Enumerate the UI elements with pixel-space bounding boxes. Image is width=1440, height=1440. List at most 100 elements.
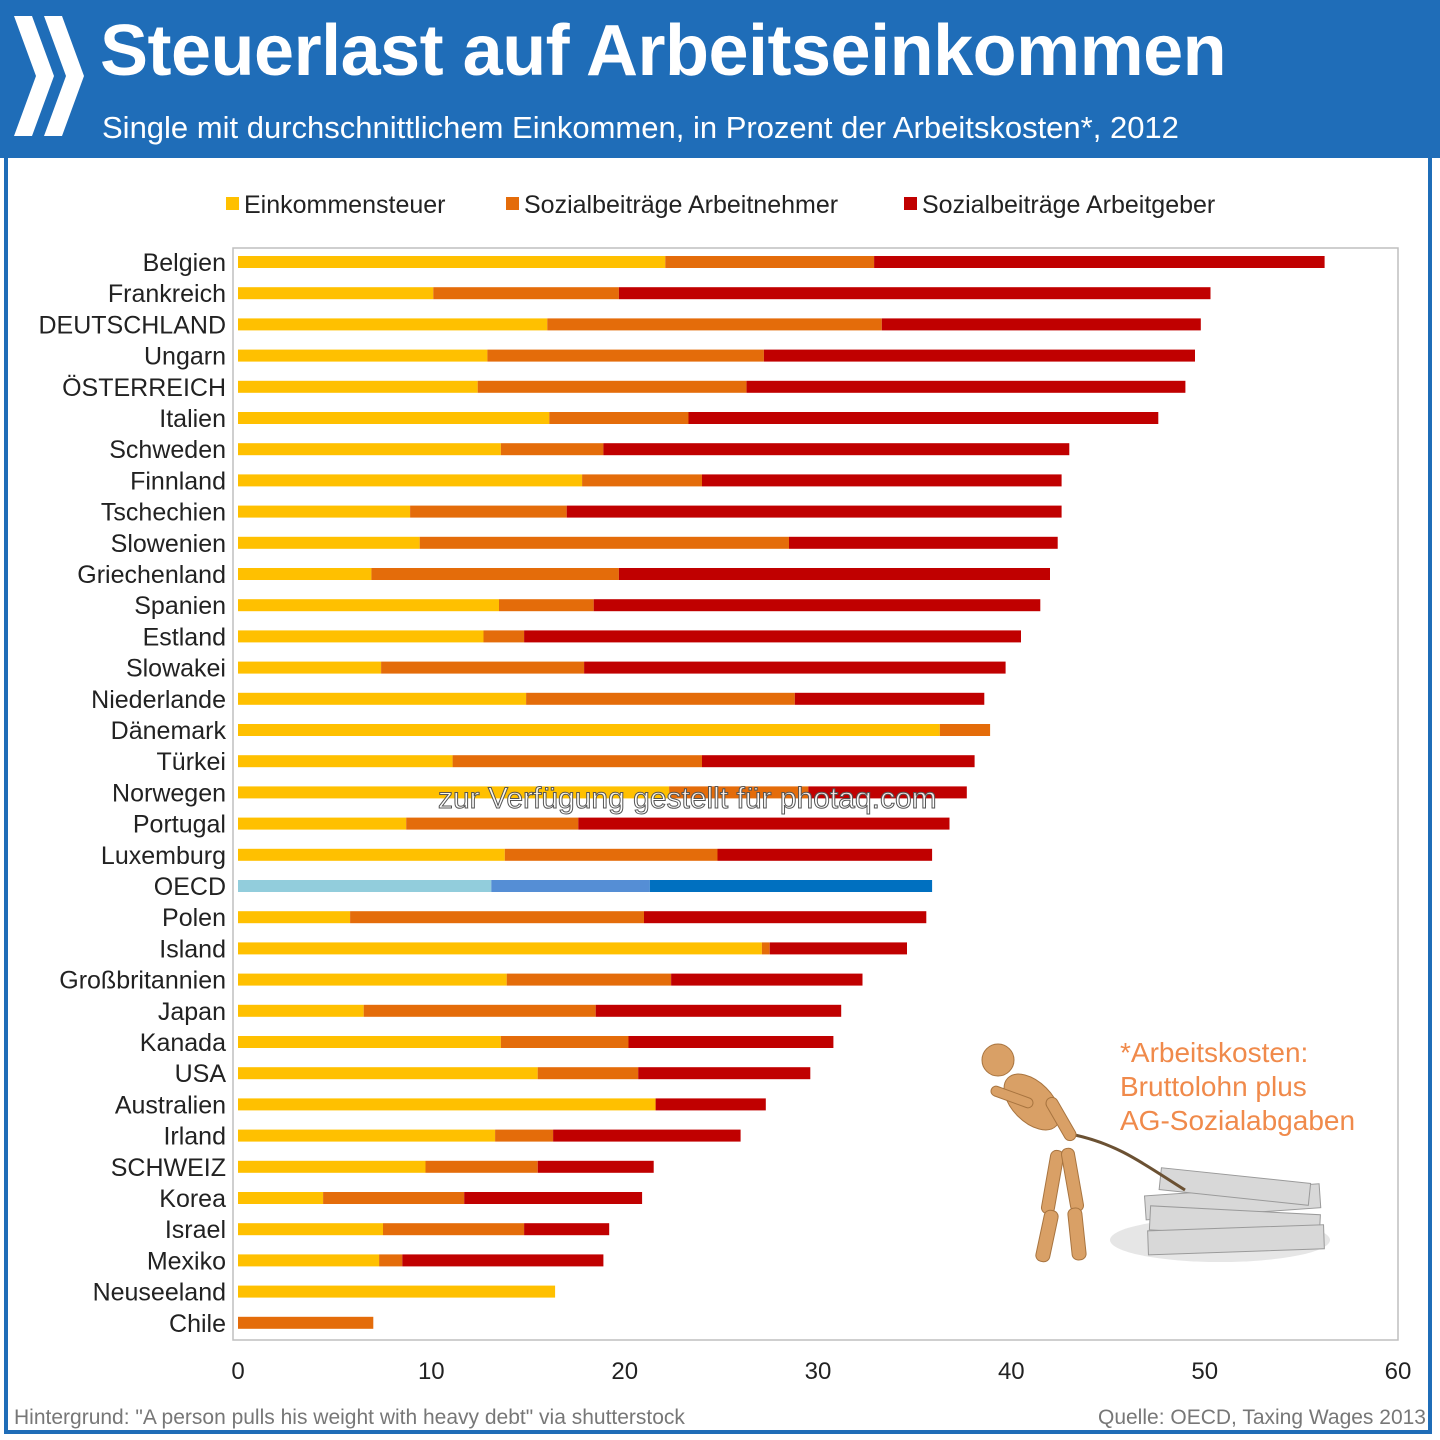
category-label-frankreich: Frankreich: [108, 280, 226, 308]
category-label-slowakei: Slowakei: [126, 655, 226, 683]
bar-frankreich-sozialbeitrage-arbeitnehmer: [433, 287, 619, 300]
bar-japan-sozialbeitrage-arbeitnehmer: [363, 1004, 596, 1017]
legend-label-einkommensteuer: Einkommensteuer: [244, 191, 445, 219]
category-label-finnland: Finnland: [130, 467, 226, 495]
x-tick-50: 50: [1191, 1358, 1218, 1385]
bar-slowenien-sozialbeitrage-arbeitgeber: [789, 536, 1058, 549]
bar-usa-sozialbeitrage-arbeitnehmer: [537, 1067, 639, 1080]
category-label-schweiz: SCHWEIZ: [111, 1154, 226, 1182]
bar-oecd-sozialbeitrage-arbeitnehmer: [491, 880, 650, 892]
bar-ungarn-sozialbeitrage-arbeitgeber: [763, 349, 1195, 362]
bar-australien-einkommensteuer: [238, 1098, 656, 1111]
x-tick-30: 30: [805, 1358, 832, 1385]
bar-japan-einkommensteuer: [238, 1004, 364, 1017]
bar-schweiz-einkommensteuer: [238, 1160, 426, 1173]
bar-slowakei-sozialbeitrage-arbeitgeber: [584, 661, 1006, 674]
bar-slowakei-einkommensteuer: [238, 661, 382, 674]
chart-legend: Einkommensteuer Sozialbeiträge Arbeitnehm…: [226, 191, 1215, 219]
bar-estland-sozialbeitrage-arbeitnehmer: [483, 630, 525, 643]
bar-schweiz-sozialbeitrage-arbeitnehmer: [425, 1160, 538, 1173]
category-label-spanien: Spanien: [134, 592, 226, 620]
bar-island-sozialbeitrage-arbeitgeber: [769, 942, 907, 955]
wooden-mannequin-pulling-papers-icon: [981, 1043, 1330, 1263]
bar-italien-sozialbeitrage-arbeitnehmer: [549, 412, 689, 424]
bar-israel-sozialbeitrage-arbeitnehmer: [383, 1223, 525, 1236]
bar-niederlande-einkommensteuer: [238, 692, 527, 705]
bar-grossbritannien-sozialbeitrage-arbeitnehmer: [506, 973, 671, 986]
bar-ungarn-einkommensteuer: [238, 349, 488, 362]
bar-chile-sozialbeitrage-arbeitnehmer: [238, 1316, 374, 1329]
category-label-irland: Irland: [163, 1123, 226, 1151]
category-label-griechenland: Griechenland: [77, 561, 226, 589]
bar-griechenland-sozialbeitrage-arbeitnehmer: [371, 568, 619, 580]
x-tick-10: 10: [418, 1358, 445, 1385]
bar-mexiko-sozialbeitrage-arbeitgeber: [402, 1254, 604, 1267]
bar-estland-einkommensteuer: [238, 630, 484, 643]
x-tick-40: 40: [998, 1358, 1025, 1385]
category-label-tschechien: Tschechien: [101, 499, 226, 527]
bar-tschechien-einkommensteuer: [238, 505, 411, 518]
bar-deutschland-sozialbeitrage-arbeitnehmer: [547, 318, 882, 331]
bar-norwegen-sozialbeitrage-arbeitgeber: [808, 786, 967, 799]
page-title: Steuerlast auf Arbeitseinkommen: [100, 11, 1227, 91]
legend-label-sozialbeitrage-arbeitgeber: Sozialbeiträge Arbeitgeber: [922, 191, 1215, 219]
bar-frankreich-einkommensteuer: [238, 287, 434, 300]
bar-mexiko-einkommensteuer: [238, 1254, 380, 1267]
bar-deutschland-einkommensteuer: [238, 318, 548, 331]
footnote-line-2: Bruttolohn plus: [1120, 1071, 1307, 1102]
bar-luxemburg-sozialbeitrage-arbeitnehmer: [504, 848, 718, 861]
bar-israel-sozialbeitrage-arbeitgeber: [524, 1223, 610, 1236]
bar-frankreich-sozialbeitrage-arbeitgeber: [618, 287, 1211, 300]
legend-swatch-sozialbeitrage-arbeitgeber: [904, 197, 917, 210]
bar-spanien-einkommensteuer: [238, 599, 499, 612]
bar-belgien-einkommensteuer: [238, 256, 666, 268]
legend-swatch-sozialbeitrage-arbeitnehmer: [506, 197, 519, 210]
category-label-grossbritannien: Großbritannien: [59, 967, 226, 995]
bar-schweden-einkommensteuer: [238, 443, 501, 456]
bar-korea-sozialbeitrage-arbeitnehmer: [323, 1192, 465, 1204]
bar-niederlande-sozialbeitrage-arbeitnehmer: [526, 692, 795, 705]
bar-portugal-sozialbeitrage-arbeitgeber: [578, 817, 950, 830]
bars-group: [238, 256, 1325, 1329]
bar-island-sozialbeitrage-arbeitnehmer: [761, 942, 770, 955]
category-label-polen: Polen: [162, 904, 226, 932]
category-label-israel: Israel: [165, 1216, 226, 1244]
legend-label-sozialbeitrage-arbeitnehmer: Sozialbeiträge Arbeitnehmer: [524, 191, 838, 219]
header-banner: Steuerlast auf Arbeitseinkommen Single m…: [0, 0, 1440, 158]
bar-finnland-sozialbeitrage-arbeitnehmer: [582, 474, 702, 487]
bar-italien-sozialbeitrage-arbeitgeber: [688, 412, 1159, 424]
bar-neuseeland-einkommensteuer: [238, 1285, 556, 1298]
footnote-line-1: *Arbeitskosten:: [1120, 1037, 1309, 1068]
category-label-italien: Italien: [159, 405, 226, 433]
category-label-turkei: Türkei: [157, 748, 226, 776]
source-credit: Quelle: OECD, Taxing Wages 2013: [1097, 1406, 1426, 1429]
category-label-oecd: OECD: [154, 873, 226, 901]
bar-danemark-sozialbeitrage-arbeitnehmer: [939, 724, 991, 736]
bar-turkei-sozialbeitrage-arbeitnehmer: [452, 755, 702, 768]
bar-ungarn-sozialbeitrage-arbeitnehmer: [487, 349, 764, 362]
bar-kanada-einkommensteuer: [238, 1036, 501, 1048]
bar-slowakei-sozialbeitrage-arbeitnehmer: [381, 661, 585, 674]
category-label-portugal: Portugal: [133, 811, 226, 839]
bar-norwegen-sozialbeitrage-arbeitnehmer: [669, 786, 809, 799]
category-label-kanada: Kanada: [140, 1029, 226, 1057]
footnote-arbeitskosten: *Arbeitskosten: Bruttolohn plus AG-Sozia…: [1120, 1036, 1355, 1138]
bar-japan-sozialbeitrage-arbeitgeber: [595, 1004, 842, 1017]
bar-danemark-einkommensteuer: [238, 724, 940, 736]
bar-oecd-einkommensteuer: [238, 880, 492, 892]
category-label-ungarn: Ungarn: [144, 343, 226, 371]
background-credit: Hintergrund: "A person pulls his weight …: [14, 1406, 685, 1429]
bar-spanien-sozialbeitrage-arbeitnehmer: [499, 599, 594, 612]
bar-osterreich-sozialbeitrage-arbeitgeber: [746, 380, 1186, 393]
x-tick-60: 60: [1385, 1358, 1412, 1385]
legend-swatch-einkommensteuer: [226, 197, 239, 210]
bar-portugal-einkommensteuer: [238, 817, 407, 830]
category-label-chile: Chile: [169, 1310, 226, 1338]
bar-korea-sozialbeitrage-arbeitgeber: [464, 1192, 643, 1204]
bar-grossbritannien-sozialbeitrage-arbeitgeber: [671, 973, 863, 986]
bar-kanada-sozialbeitrage-arbeitgeber: [628, 1036, 834, 1048]
bar-niederlande-sozialbeitrage-arbeitgeber: [794, 692, 985, 705]
bar-polen-sozialbeitrage-arbeitnehmer: [350, 911, 644, 924]
bar-luxemburg-einkommensteuer: [238, 848, 505, 861]
